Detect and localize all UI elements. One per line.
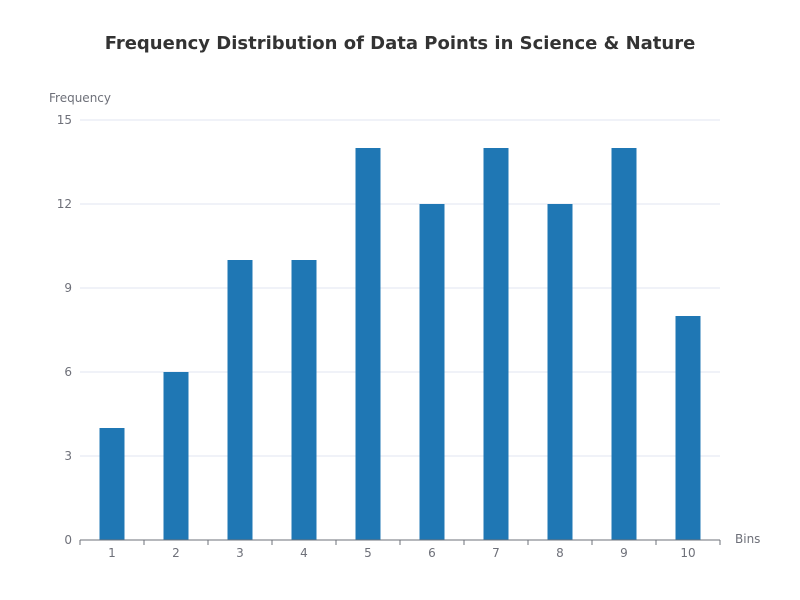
bar <box>611 148 637 540</box>
x-tick-label: 4 <box>300 546 308 560</box>
bar <box>547 204 573 540</box>
bar <box>163 372 189 540</box>
bar <box>483 148 509 540</box>
x-tick-label: 2 <box>172 546 180 560</box>
x-tick-label: 8 <box>556 546 564 560</box>
y-axis-label: Frequency <box>49 91 111 105</box>
x-tick-label: 6 <box>428 546 436 560</box>
y-tick-label: 0 <box>64 533 72 547</box>
bar <box>99 428 125 540</box>
x-tick-label: 5 <box>364 546 372 560</box>
bar <box>227 260 253 540</box>
bar <box>419 204 445 540</box>
x-axis-label: Bins <box>735 532 760 546</box>
y-tick-label: 12 <box>57 197 72 211</box>
x-tick-label: 10 <box>680 546 695 560</box>
y-tick-label: 9 <box>64 281 72 295</box>
bar <box>291 260 317 540</box>
x-tick-label: 3 <box>236 546 244 560</box>
x-axis-ticks: 1 2 3 4 5 6 7 8 9 10 <box>108 546 695 560</box>
x-axis <box>79 539 721 545</box>
y-axis-ticks: 0 3 6 9 12 15 <box>57 113 72 547</box>
bar <box>355 148 381 540</box>
x-tick-label: 7 <box>492 546 500 560</box>
bar <box>675 316 701 540</box>
x-tick-label: 9 <box>620 546 628 560</box>
bars <box>99 148 701 540</box>
y-tick-label: 15 <box>57 113 72 127</box>
x-tick-label: 1 <box>108 546 116 560</box>
y-tick-label: 6 <box>64 365 72 379</box>
y-tick-label: 3 <box>64 449 72 463</box>
chart-title: Frequency Distribution of Data Points in… <box>105 33 696 54</box>
